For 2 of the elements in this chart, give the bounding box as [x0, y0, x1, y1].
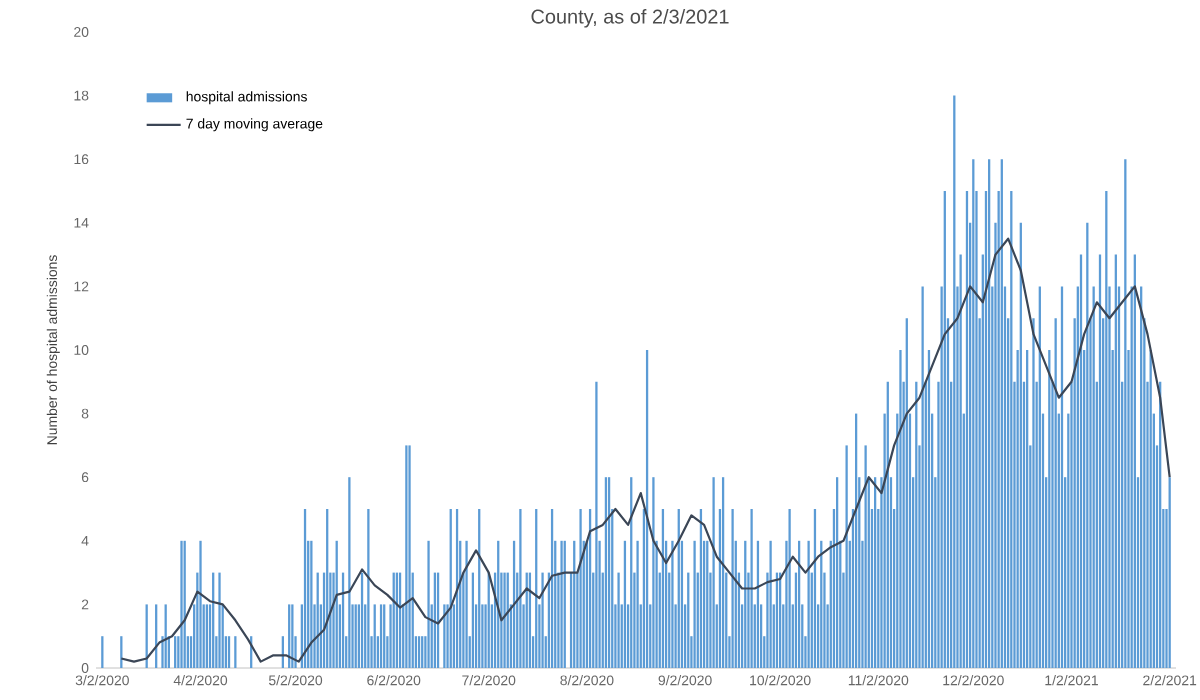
line-series [120, 237, 1171, 663]
chart-title: County, as of 2/3/2021 [531, 9, 729, 28]
